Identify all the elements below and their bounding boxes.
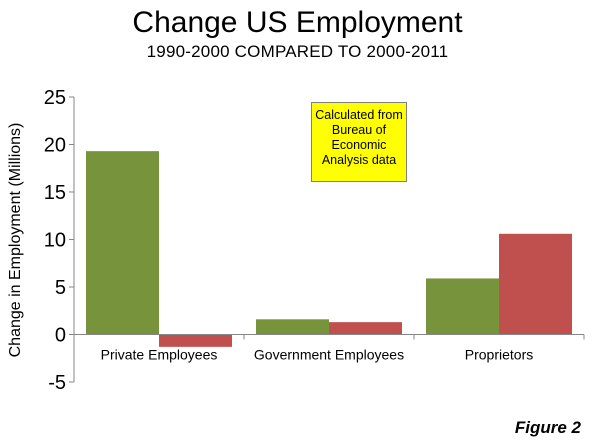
y-tick-label: 10 xyxy=(44,230,66,252)
chart-subtitle: 1990-2000 COMPARED TO 2000-2011 xyxy=(146,42,449,61)
bar-series-1-government-employees xyxy=(256,319,329,335)
y-tick-label: 15 xyxy=(44,182,66,204)
bar-series-1-private-employees xyxy=(86,151,159,335)
x-tick-label: Private Employees xyxy=(101,347,218,363)
bar-series-2-private-employees xyxy=(159,334,232,347)
figure-label: Figure 2 xyxy=(514,418,581,437)
y-tick-label: 0 xyxy=(55,325,66,347)
bar-series-1-proprietors xyxy=(426,278,499,335)
annotation-box: Calculated from Bureau of Economic Analy… xyxy=(311,102,407,182)
y-tick-label: 25 xyxy=(44,87,66,109)
x-tick-label: Government Employees xyxy=(254,347,404,363)
y-tick-label: -5 xyxy=(48,372,66,394)
y-tick-label: 20 xyxy=(44,135,66,157)
chart-title: Change US Employment xyxy=(132,6,463,39)
bar-series-2-government-employees xyxy=(329,322,402,335)
x-tick-label: Proprietors xyxy=(465,347,533,363)
bar-series-2-proprietors xyxy=(499,233,572,335)
y-tick-label: 5 xyxy=(55,277,66,299)
